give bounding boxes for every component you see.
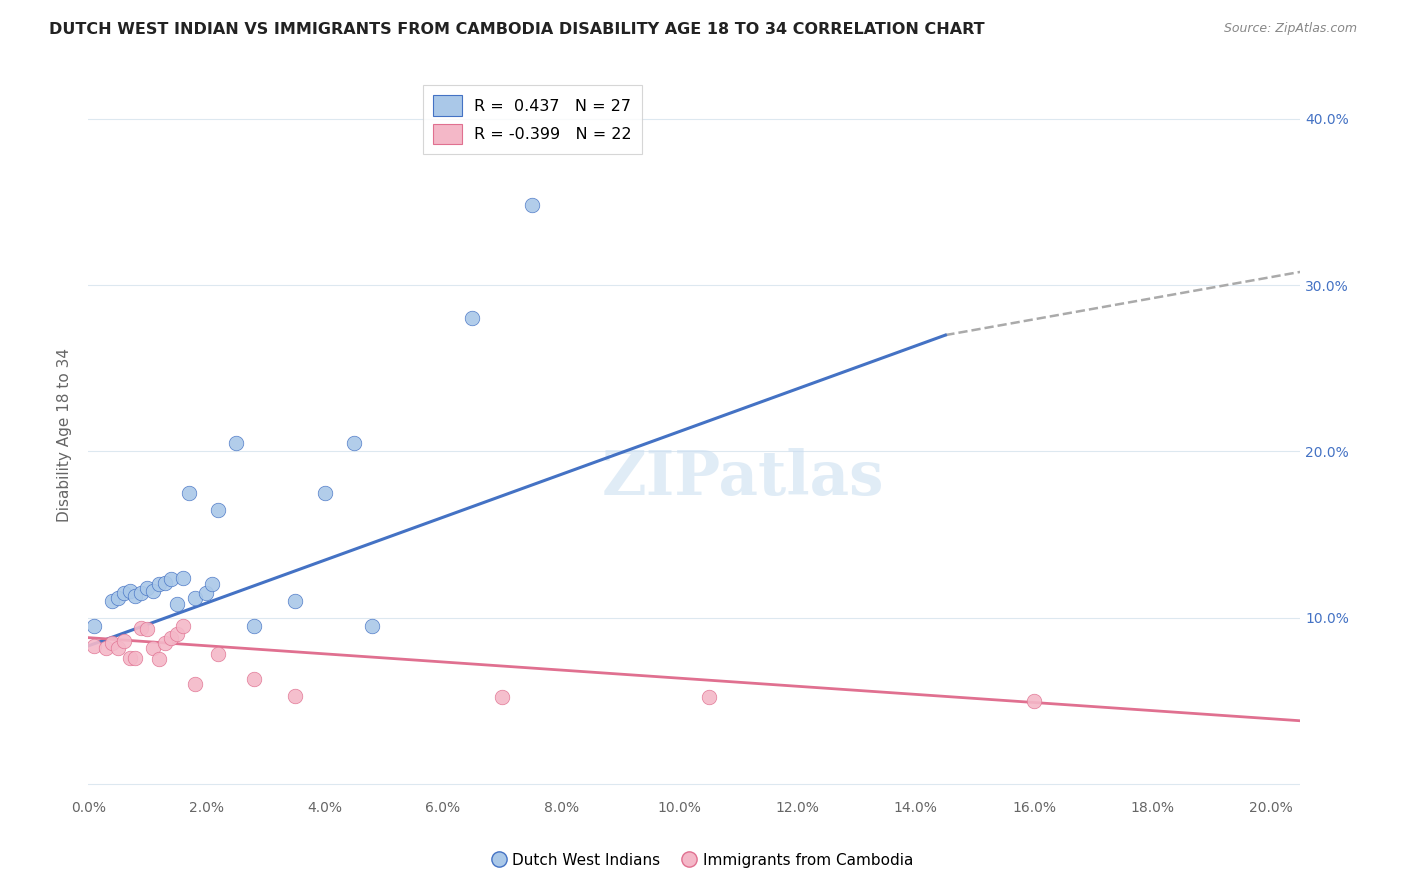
Point: [94, 640, 117, 655]
Point: [83, 619, 105, 633]
Point: [207, 647, 229, 661]
Legend: R =  0.437   N = 27, R = -0.399   N = 22: R = 0.437 N = 27, R = -0.399 N = 22: [423, 86, 641, 153]
Point: [1022, 694, 1045, 708]
Point: [195, 586, 218, 600]
Point: [172, 571, 194, 585]
Point: [284, 689, 307, 703]
Legend: Dutch West Indians, Immigrants from Cambodia: Dutch West Indians, Immigrants from Camb…: [486, 847, 920, 873]
Point: [107, 591, 129, 605]
Point: [172, 619, 194, 633]
Point: [343, 436, 366, 450]
Point: [153, 635, 176, 649]
Point: [183, 591, 205, 605]
Point: [183, 677, 205, 691]
Point: [166, 627, 188, 641]
Point: [207, 502, 229, 516]
Point: [101, 594, 124, 608]
Point: [83, 639, 105, 653]
Point: [177, 486, 200, 500]
Point: [520, 198, 543, 212]
Point: [107, 640, 129, 655]
Point: [142, 584, 165, 599]
Point: [284, 594, 307, 608]
Point: [225, 436, 247, 450]
Point: [118, 650, 141, 665]
Point: [242, 619, 264, 633]
Point: [160, 573, 183, 587]
Point: [136, 581, 159, 595]
Point: [124, 650, 146, 665]
Y-axis label: Disability Age 18 to 34: Disability Age 18 to 34: [58, 348, 72, 522]
Point: [118, 584, 141, 599]
Point: [160, 631, 183, 645]
Point: [201, 577, 224, 591]
Point: [153, 575, 176, 590]
Point: [314, 486, 336, 500]
Point: [148, 652, 170, 666]
Point: [112, 634, 135, 648]
Point: [148, 577, 170, 591]
Point: [166, 598, 188, 612]
Point: [142, 640, 165, 655]
Point: [124, 589, 146, 603]
Point: [361, 619, 384, 633]
Point: [242, 672, 264, 686]
Point: [112, 586, 135, 600]
Point: [491, 690, 513, 705]
Point: [101, 635, 124, 649]
Point: [131, 621, 153, 635]
Text: ZIPatlas: ZIPatlas: [602, 448, 884, 508]
Text: DUTCH WEST INDIAN VS IMMIGRANTS FROM CAMBODIA DISABILITY AGE 18 TO 34 CORRELATIO: DUTCH WEST INDIAN VS IMMIGRANTS FROM CAM…: [49, 22, 984, 37]
Point: [131, 586, 153, 600]
Point: [136, 623, 159, 637]
Point: [697, 690, 720, 705]
Point: [461, 311, 484, 326]
Text: Source: ZipAtlas.com: Source: ZipAtlas.com: [1223, 22, 1357, 36]
